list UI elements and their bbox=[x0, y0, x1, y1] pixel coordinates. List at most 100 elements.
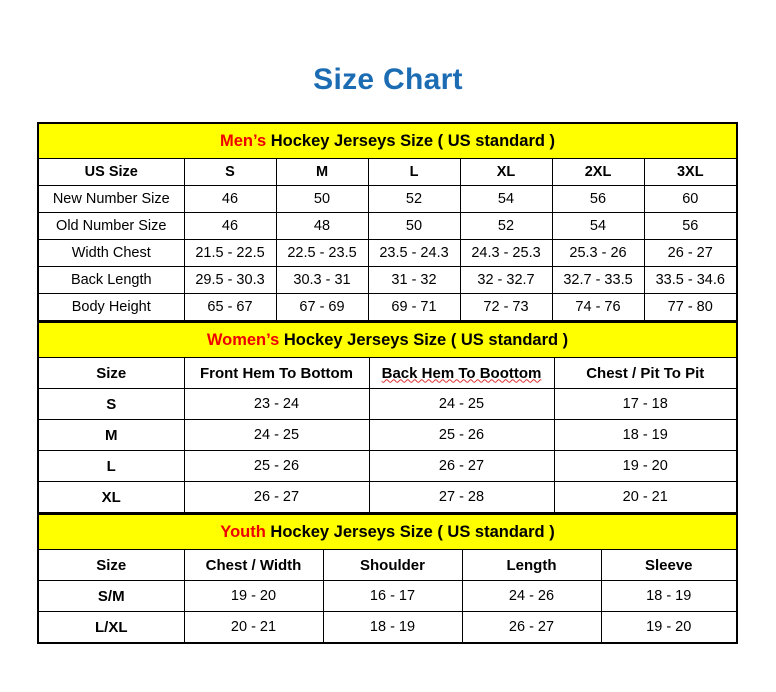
youth-column-header-row: Size Chest / Width Shoulder Length Sleev… bbox=[37, 549, 738, 581]
youth-banner-accent: Youth bbox=[220, 522, 266, 541]
youth-col-header-4: Sleeve bbox=[600, 549, 738, 581]
mens-col-header-6: 3XL bbox=[643, 158, 738, 186]
table-cell: 25.3 - 26 bbox=[551, 239, 645, 267]
table-cell: 26 - 27 bbox=[183, 481, 370, 514]
youth-banner-cell: Youth Hockey Jerseys Size ( US standard … bbox=[38, 514, 738, 550]
table-cell: 33.5 - 34.6 bbox=[643, 266, 738, 294]
table-cell: 74 - 76 bbox=[551, 293, 645, 322]
womens-banner-cell: Women’s Hockey Jerseys Size ( US standar… bbox=[38, 322, 738, 358]
mens-col-header-5: 2XL bbox=[551, 158, 645, 186]
youth-col-header-0: Size bbox=[37, 549, 185, 581]
table-row: Width Chest 21.5 - 22.5 22.5 - 23.5 23.5… bbox=[37, 239, 738, 267]
table-cell: 18 - 19 bbox=[600, 580, 738, 612]
row-label: Body Height bbox=[37, 293, 185, 322]
table-cell: 46 bbox=[183, 212, 277, 240]
table-cell: 18 - 19 bbox=[322, 611, 463, 644]
womens-col-header-1: Front Hem To Bottom bbox=[183, 357, 370, 389]
table-row: Body Height 65 - 67 67 - 69 69 - 71 72 -… bbox=[37, 293, 738, 322]
row-label: L bbox=[37, 450, 185, 482]
table-cell: 22.5 - 23.5 bbox=[275, 239, 369, 267]
table-cell: 60 bbox=[643, 185, 738, 213]
table-cell: 56 bbox=[643, 212, 738, 240]
table-cell: 20 - 21 bbox=[183, 611, 324, 644]
table-row: XL 26 - 27 27 - 28 20 - 21 bbox=[37, 481, 738, 514]
table-cell: 50 bbox=[275, 185, 369, 213]
womens-col-header-2: Back Hem To Boottom bbox=[368, 357, 555, 389]
table-cell: 30.3 - 31 bbox=[275, 266, 369, 294]
row-label: XL bbox=[37, 481, 185, 514]
youth-col-header-2: Shoulder bbox=[322, 549, 463, 581]
mens-col-header-0: US Size bbox=[37, 158, 185, 186]
mens-banner-accent: Men’s bbox=[219, 131, 267, 150]
table-cell: 17 - 18 bbox=[553, 388, 738, 420]
row-label: Width Chest bbox=[37, 239, 185, 267]
table-cell: 23.5 - 24.3 bbox=[367, 239, 461, 267]
table-cell: 19 - 20 bbox=[553, 450, 738, 482]
table-cell: 46 bbox=[183, 185, 277, 213]
table-cell: 20 - 21 bbox=[553, 481, 738, 514]
table-cell: 32.7 - 33.5 bbox=[551, 266, 645, 294]
table-row: S 23 - 24 24 - 25 17 - 18 bbox=[37, 388, 738, 420]
table-cell: 24 - 26 bbox=[461, 580, 602, 612]
mens-col-header-1: S bbox=[183, 158, 277, 186]
table-row: New Number Size 46 50 52 54 56 60 bbox=[37, 185, 738, 213]
table-cell: 25 - 26 bbox=[368, 419, 555, 451]
mens-section-banner: Men’s Hockey Jerseys Size ( US standard … bbox=[38, 122, 738, 159]
table-cell: 31 - 32 bbox=[367, 266, 461, 294]
mens-banner-cell: Men’s Hockey Jerseys Size ( US standard … bbox=[38, 122, 738, 159]
row-label: S bbox=[37, 388, 185, 420]
table-cell: 54 bbox=[459, 185, 553, 213]
table-cell: 21.5 - 22.5 bbox=[183, 239, 277, 267]
table-row: M 24 - 25 25 - 26 18 - 19 bbox=[37, 419, 738, 451]
table-cell: 26 - 27 bbox=[461, 611, 602, 644]
table-cell: 65 - 67 bbox=[183, 293, 277, 322]
womens-banner-accent: Women’s bbox=[206, 330, 280, 349]
mens-col-header-2: M bbox=[275, 158, 369, 186]
table-cell: 56 bbox=[551, 185, 645, 213]
table-cell: 50 bbox=[367, 212, 461, 240]
table-cell: 72 - 73 bbox=[459, 293, 553, 322]
size-tables-container: Men’s Hockey Jerseys Size ( US standard … bbox=[37, 122, 739, 644]
table-row: Back Length 29.5 - 30.3 30.3 - 31 31 - 3… bbox=[37, 266, 738, 294]
womens-size-table: Women’s Hockey Jerseys Size ( US standar… bbox=[37, 322, 739, 514]
table-row: S/M 19 - 20 16 - 17 24 - 26 18 - 19 bbox=[37, 580, 738, 612]
table-cell: 48 bbox=[275, 212, 369, 240]
table-cell: 18 - 19 bbox=[553, 419, 738, 451]
table-cell: 27 - 28 bbox=[368, 481, 555, 514]
table-cell: 52 bbox=[367, 185, 461, 213]
row-label: New Number Size bbox=[37, 185, 185, 213]
table-cell: 32 - 32.7 bbox=[459, 266, 553, 294]
table-cell: 26 - 27 bbox=[368, 450, 555, 482]
row-label: Back Length bbox=[37, 266, 185, 294]
table-cell: 24 - 25 bbox=[368, 388, 555, 420]
table-cell: 24 - 25 bbox=[183, 419, 370, 451]
table-cell: 77 - 80 bbox=[643, 293, 738, 322]
table-cell: 54 bbox=[551, 212, 645, 240]
row-label: L/XL bbox=[37, 611, 185, 644]
mens-banner-rest: Hockey Jerseys Size ( US standard ) bbox=[266, 131, 556, 150]
table-cell: 52 bbox=[459, 212, 553, 240]
mens-col-header-4: XL bbox=[459, 158, 553, 186]
womens-col-header-0: Size bbox=[37, 357, 185, 389]
womens-column-header-row: Size Front Hem To Bottom Back Hem To Boo… bbox=[37, 357, 738, 389]
youth-size-table: Youth Hockey Jerseys Size ( US standard … bbox=[37, 514, 739, 644]
mens-col-header-3: L bbox=[367, 158, 461, 186]
table-cell: 19 - 20 bbox=[600, 611, 738, 644]
table-row: Old Number Size 46 48 50 52 54 56 bbox=[37, 212, 738, 240]
row-label: M bbox=[37, 419, 185, 451]
table-row: L 25 - 26 26 - 27 19 - 20 bbox=[37, 450, 738, 482]
table-cell: 26 - 27 bbox=[643, 239, 738, 267]
row-label: Old Number Size bbox=[37, 212, 185, 240]
youth-col-header-3: Length bbox=[461, 549, 602, 581]
youth-banner-rest: Hockey Jerseys Size ( US standard ) bbox=[265, 522, 555, 541]
table-cell: 19 - 20 bbox=[183, 580, 324, 612]
mens-size-table: Men’s Hockey Jerseys Size ( US standard … bbox=[37, 122, 739, 322]
womens-banner-rest: Hockey Jerseys Size ( US standard ) bbox=[279, 330, 569, 349]
youth-col-header-1: Chest / Width bbox=[183, 549, 324, 581]
page-title: Size Chart bbox=[313, 63, 463, 96]
youth-section-banner: Youth Hockey Jerseys Size ( US standard … bbox=[38, 514, 738, 550]
table-cell: 24.3 - 25.3 bbox=[459, 239, 553, 267]
table-cell: 16 - 17 bbox=[322, 580, 463, 612]
table-cell: 23 - 24 bbox=[183, 388, 370, 420]
